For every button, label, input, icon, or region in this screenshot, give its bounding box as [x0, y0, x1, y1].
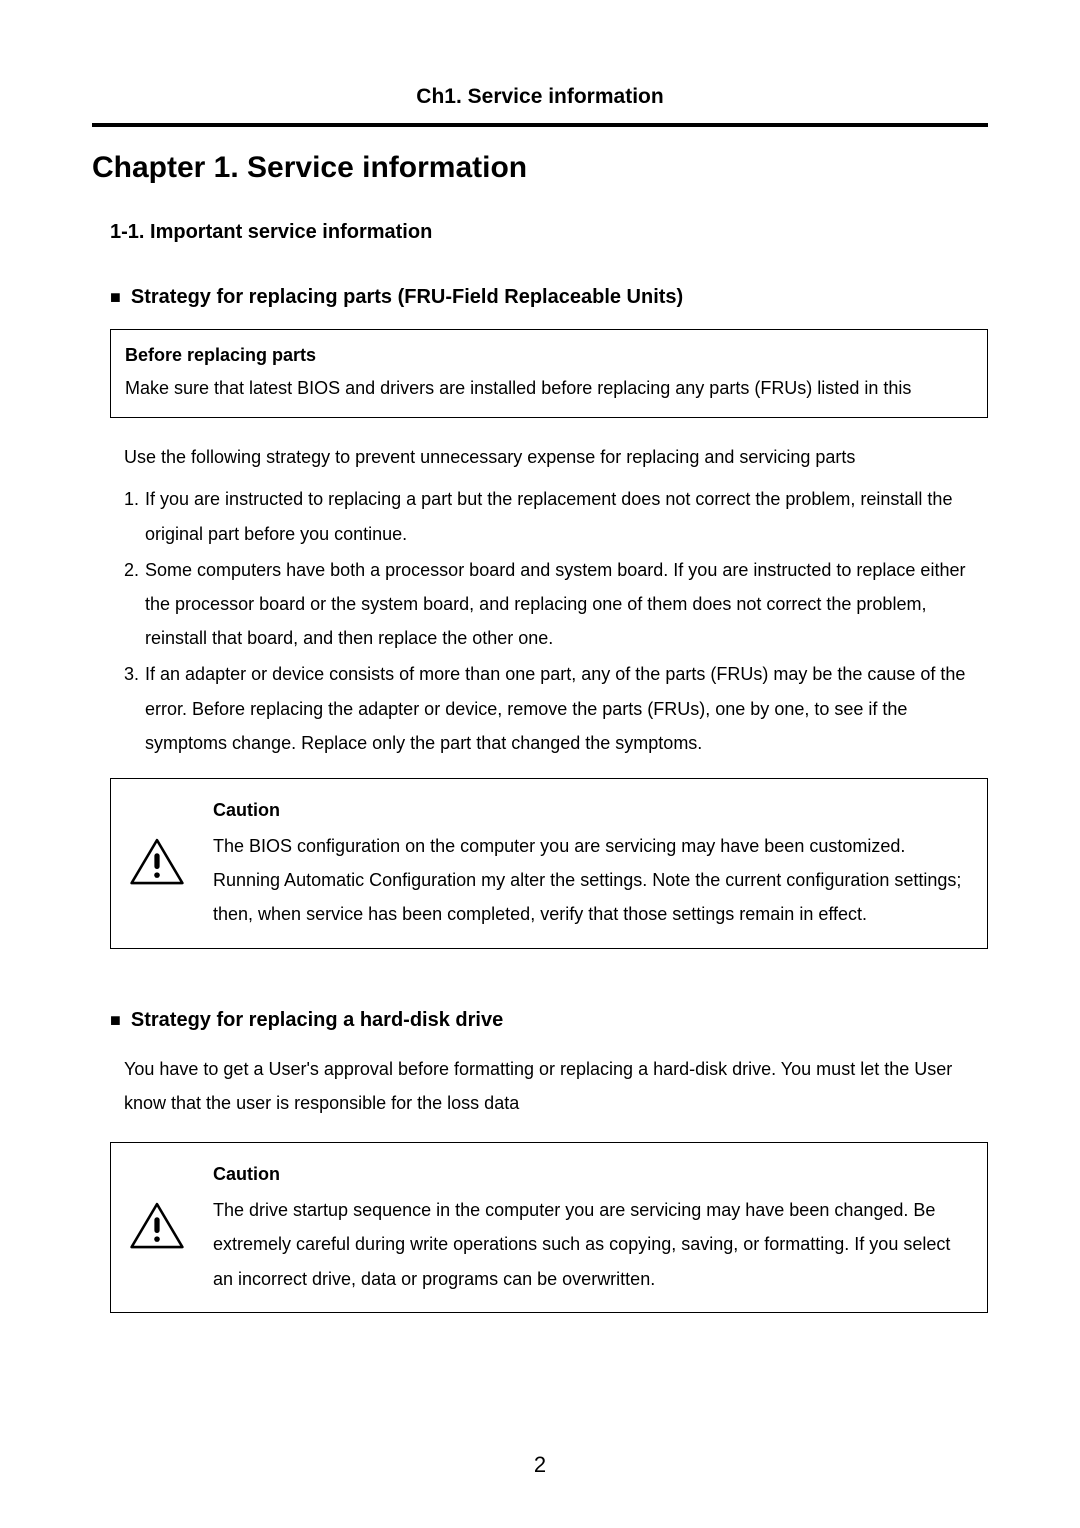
warning-icon	[129, 1200, 185, 1252]
list-item: 3. If an adapter or device consists of m…	[124, 657, 978, 760]
caution-content: Caution The drive startup sequence in th…	[213, 1157, 969, 1296]
list-number: 3.	[124, 657, 139, 760]
caution-text: The drive startup sequence in the comput…	[213, 1193, 969, 1296]
running-header: Ch1. Service information	[92, 85, 988, 109]
header-rule	[92, 123, 988, 127]
subsection-fru: ■ Strategy for replacing parts (FRU-Fiel…	[110, 286, 988, 309]
list-text: If you are instructed to replacing a par…	[145, 482, 978, 550]
caution-box-drive: Caution The drive startup sequence in th…	[110, 1142, 988, 1313]
subsection-heading-text: Strategy for replacing a hard-disk drive	[131, 1009, 503, 1032]
before-box-title: Before replacing parts	[125, 340, 973, 371]
list-number: 2.	[124, 553, 139, 656]
caution-text: The BIOS configuration on the computer y…	[213, 829, 969, 932]
page-number: 2	[0, 1452, 1080, 1478]
subsection-hdd: ■ Strategy for replacing a hard-disk dri…	[110, 1009, 988, 1032]
list-item: 2. Some computers have both a processor …	[124, 553, 978, 656]
warning-icon	[129, 836, 185, 888]
caution-content: Caution The BIOS configuration on the co…	[213, 793, 969, 932]
bullet-square-icon: ■	[110, 287, 121, 308]
hdd-body-text: You have to get a User's approval before…	[124, 1052, 978, 1120]
list-item: 1. If you are instructed to replacing a …	[124, 482, 978, 550]
chapter-title: Chapter 1. Service information	[92, 151, 988, 185]
subsection-heading-hdd: ■ Strategy for replacing a hard-disk dri…	[110, 1009, 988, 1032]
before-box-text: Make sure that latest BIOS and drivers a…	[125, 373, 973, 404]
strategy-intro: Use the following strategy to prevent un…	[124, 440, 978, 474]
page: Ch1. Service information Chapter 1. Serv…	[0, 0, 1080, 1528]
subsection-heading-fru: ■ Strategy for replacing parts (FRU-Fiel…	[110, 286, 988, 309]
section-title: 1-1. Important service information	[110, 221, 988, 244]
caution-title: Caution	[213, 793, 969, 827]
caution-box-bios: Caution The BIOS configuration on the co…	[110, 778, 988, 949]
strategy-list: 1. If you are instructed to replacing a …	[124, 482, 978, 760]
bullet-square-icon: ■	[110, 1010, 121, 1031]
list-text: Some computers have both a processor boa…	[145, 553, 978, 656]
list-number: 1.	[124, 482, 139, 550]
caution-title: Caution	[213, 1157, 969, 1191]
list-text: If an adapter or device consists of more…	[145, 657, 978, 760]
subsection-heading-text: Strategy for replacing parts (FRU-Field …	[131, 286, 683, 309]
before-replacing-box: Before replacing parts Make sure that la…	[110, 329, 988, 418]
